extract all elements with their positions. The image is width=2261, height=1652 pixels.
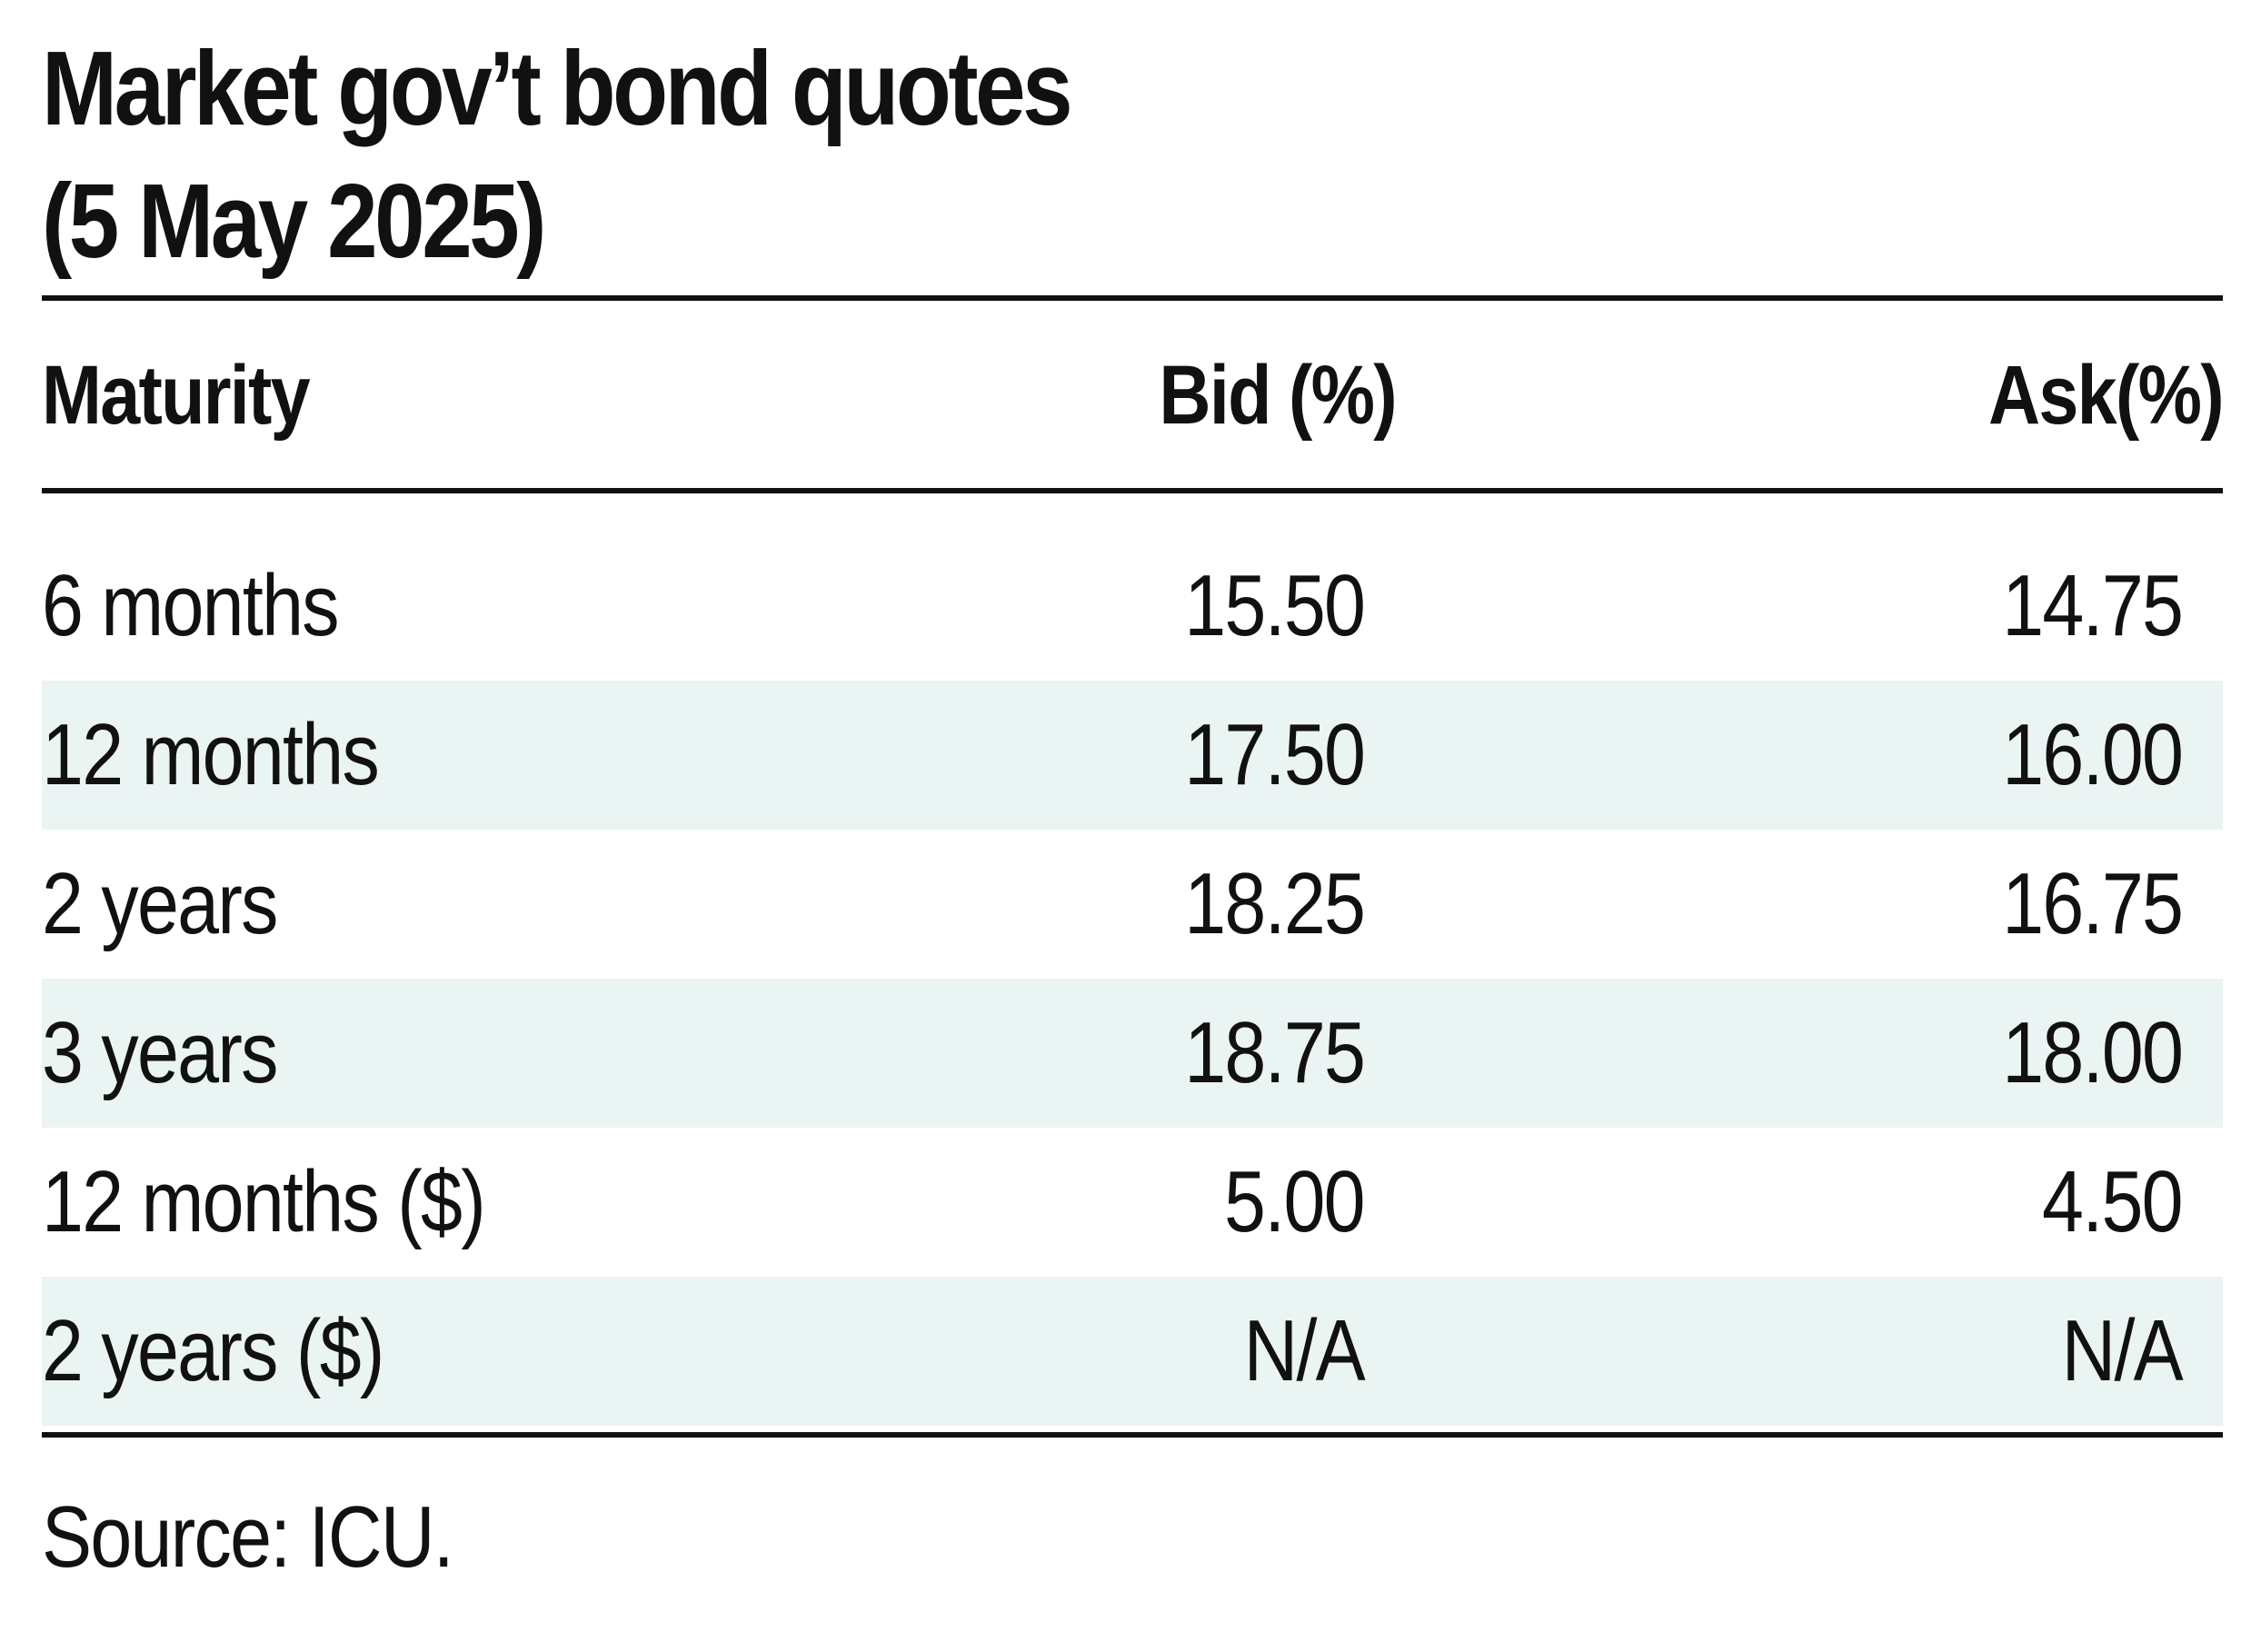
cell-maturity: 2 years xyxy=(42,855,278,952)
cell-bid: 17.50 xyxy=(1183,706,1366,803)
header-rule xyxy=(42,488,2223,493)
cell-bid: 5.00 xyxy=(1224,1153,1366,1250)
cell-ask: 4.50 xyxy=(2042,1153,2184,1250)
source-note: Source: ICU. xyxy=(42,1488,454,1586)
table-row: 12 months 17.50 16.00 xyxy=(42,681,2223,830)
cell-maturity: 2 years ($) xyxy=(42,1302,384,1399)
table-row: 3 years 18.75 18.00 xyxy=(42,979,2223,1128)
table-body: 6 months 15.50 14.75 12 months 17.50 16.… xyxy=(42,532,2223,1426)
table-row: 2 years ($) N/A N/A xyxy=(42,1277,2223,1426)
cell-bid: 15.50 xyxy=(1183,557,1366,654)
header-maturity: Maturity xyxy=(42,349,311,442)
table-row: 12 months ($) 5.00 4.50 xyxy=(42,1128,2223,1277)
table-title: Market gov’t bond quotes (5 May 2025) xyxy=(42,22,1839,287)
table-row: 2 years 18.25 16.75 xyxy=(42,830,2223,979)
header-ask: Ask(%) xyxy=(1988,349,2225,442)
cell-maturity: 3 years xyxy=(42,1004,278,1101)
cell-ask: 16.00 xyxy=(2001,706,2184,803)
cell-ask: 16.75 xyxy=(2001,855,2184,952)
table-header-row: Maturity Bid (%) Ask(%) xyxy=(42,336,2225,454)
cell-maturity: 12 months xyxy=(42,706,380,803)
header-bid: Bid (%) xyxy=(1159,349,1398,442)
cell-maturity: 12 months ($) xyxy=(42,1153,486,1250)
top-rule xyxy=(42,295,2223,301)
cell-ask: 14.75 xyxy=(2001,557,2184,654)
bottom-rule xyxy=(42,1432,2223,1438)
cell-bid: 18.25 xyxy=(1183,855,1366,952)
cell-maturity: 6 months xyxy=(42,557,340,654)
cell-bid: N/A xyxy=(1243,1302,1366,1399)
cell-ask: 18.00 xyxy=(2001,1004,2184,1101)
cell-ask: N/A xyxy=(2061,1302,2184,1399)
cell-bid: 18.75 xyxy=(1183,1004,1366,1101)
table-title-line: Market gov’t bond quotes xyxy=(42,29,1073,147)
table-row: 6 months 15.50 14.75 xyxy=(42,532,2223,681)
table-subtitle-date: (5 May 2025) xyxy=(42,162,547,280)
